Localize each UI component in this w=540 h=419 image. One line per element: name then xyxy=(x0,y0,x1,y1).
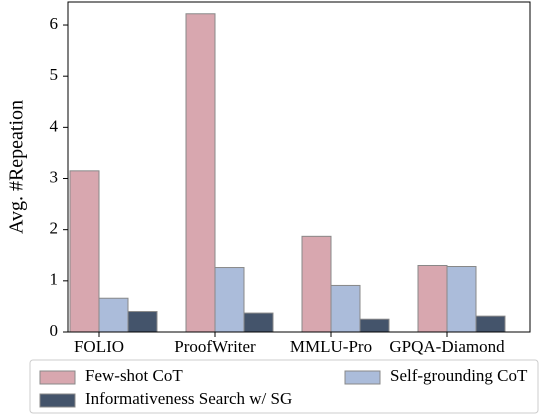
y-tick-label: 0 xyxy=(50,321,59,340)
x-tick-label: GPQA-Diamond xyxy=(389,337,505,356)
x-tick-label: ProofWriter xyxy=(174,337,256,356)
legend-swatch xyxy=(39,393,76,408)
legend-box xyxy=(29,359,539,414)
x-tick-label: MMLU-Pro xyxy=(290,337,372,356)
legend-label: Informativeness Search w/ SG xyxy=(85,389,292,408)
bar xyxy=(127,311,158,333)
bar xyxy=(475,315,506,333)
bar xyxy=(417,264,448,333)
legend-swatch xyxy=(39,370,76,385)
bar xyxy=(185,13,216,333)
y-tick-label: 3 xyxy=(50,167,59,186)
plot-frame xyxy=(67,1,531,333)
bar xyxy=(243,312,274,333)
y-tick-label: 4 xyxy=(50,116,59,135)
bar xyxy=(446,266,477,333)
bar xyxy=(98,297,129,333)
y-tick-label: 6 xyxy=(50,14,59,33)
y-tick-label: 2 xyxy=(50,219,59,238)
bar xyxy=(330,284,361,333)
y-tick-label: 1 xyxy=(50,270,59,289)
y-tick-label: 5 xyxy=(50,65,59,84)
x-tick-label: FOLIO xyxy=(74,337,124,356)
bar xyxy=(69,170,100,333)
bar xyxy=(214,267,245,333)
legend-label: Few-shot CoT xyxy=(85,366,183,385)
bar xyxy=(301,235,332,333)
legend-swatch xyxy=(344,370,381,385)
bar xyxy=(359,318,390,333)
legend-label: Self-grounding CoT xyxy=(390,366,528,385)
y-axis-label: Avg. #Repeation xyxy=(6,100,28,234)
